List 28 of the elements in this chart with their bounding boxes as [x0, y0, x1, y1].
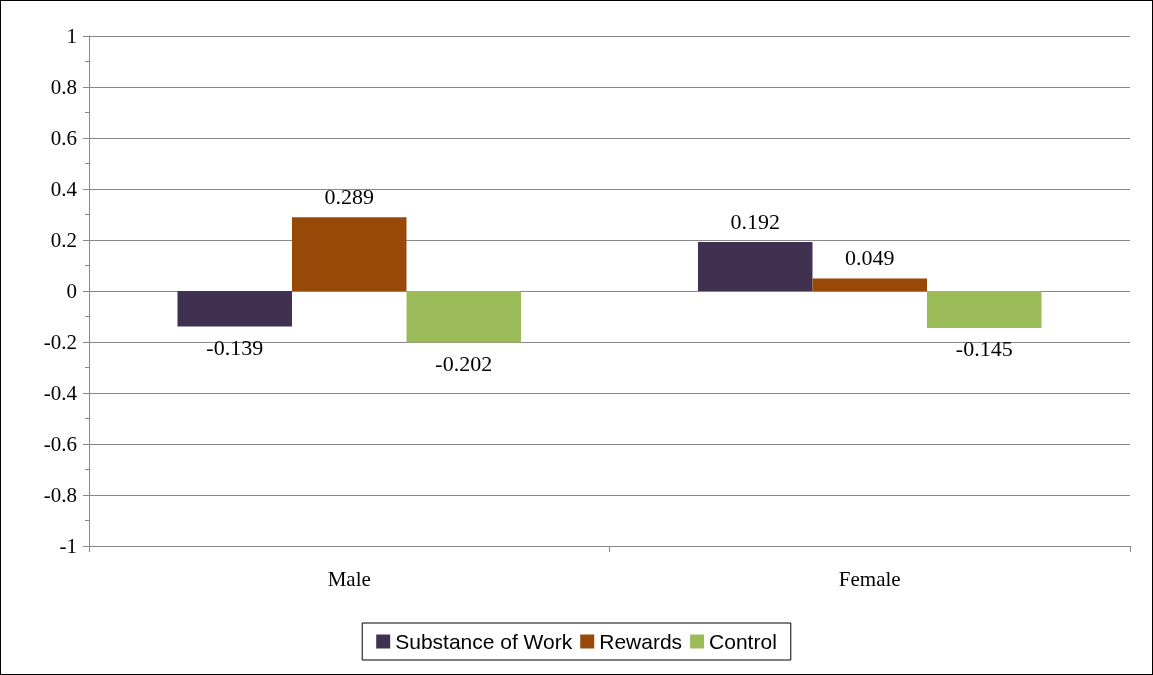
data-label: 0.049 [845, 245, 895, 271]
bar [697, 242, 813, 291]
y-tick-label: 0.6 [50, 126, 77, 150]
bar [292, 217, 407, 291]
legend-label: Rewards [599, 630, 683, 653]
data-label: -0.145 [955, 336, 1013, 362]
y-tick-label: -0.6 [43, 432, 77, 456]
legend-label: Control [709, 630, 777, 653]
bar [177, 291, 292, 327]
x-tick-label: Female [838, 566, 901, 591]
bar [812, 278, 928, 291]
bar [406, 291, 522, 343]
y-tick-label: -1 [59, 534, 77, 558]
y-tick-label: 0 [66, 279, 77, 303]
y-tick-label: 0.4 [50, 177, 78, 201]
data-label: 0.192 [730, 208, 780, 234]
bar [927, 291, 1042, 328]
data-label: -0.139 [206, 334, 264, 360]
y-tick-label: -0.2 [43, 330, 77, 354]
y-tick-label: 0.2 [50, 228, 77, 252]
legend-label: Substance of Work [395, 630, 573, 653]
y-tick-label: 0.8 [50, 75, 77, 99]
data-label: -0.202 [435, 351, 493, 377]
y-tick-label: -0.8 [43, 483, 77, 507]
y-tick-label: -0.4 [43, 381, 78, 405]
data-label: 0.289 [324, 183, 374, 209]
x-tick-label: Male [327, 566, 371, 591]
y-tick-label: 1 [66, 24, 77, 48]
